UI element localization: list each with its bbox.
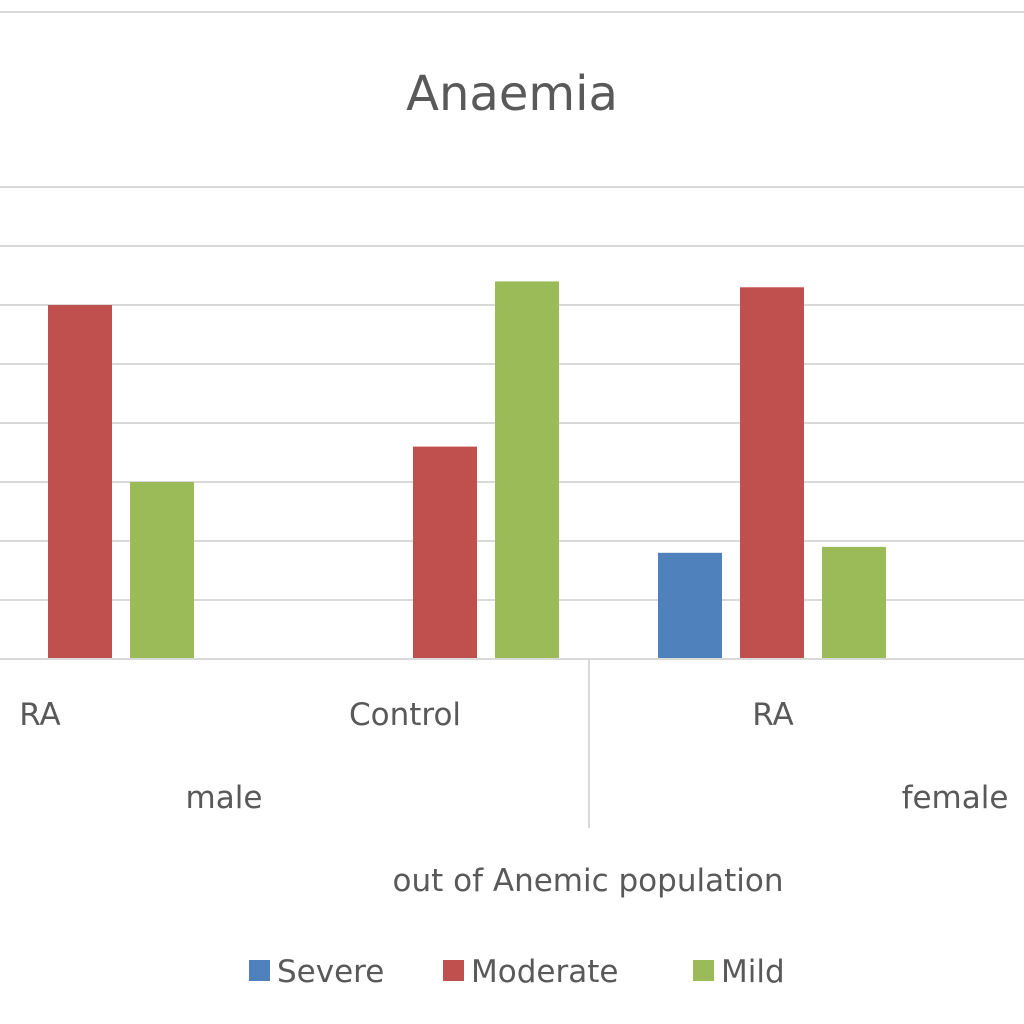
legend-label: Moderate [471, 954, 618, 990]
bar-moderate-0 [48, 305, 112, 659]
category-label: RA [19, 697, 61, 733]
legend-item-mild: Mild [693, 954, 785, 990]
bars [48, 281, 886, 659]
bar-moderate-1 [413, 446, 477, 659]
category-labels: RAControlRAControl [19, 697, 794, 733]
legend: Severe Moderate Mild [249, 954, 785, 990]
bar-mild-2 [822, 546, 886, 659]
bar-moderate-2 [740, 287, 804, 659]
legend-item-severe: Severe [249, 954, 384, 990]
bar-mild-1 [495, 281, 559, 659]
legend-item-moderate: Moderate [443, 954, 618, 990]
bar-mild-0 [130, 482, 194, 659]
category-label: Control [349, 697, 461, 733]
chart-title: Anaemia [406, 66, 618, 122]
group-labels: male female [186, 780, 1009, 816]
legend-swatch [693, 960, 714, 981]
legend-label: Severe [277, 954, 384, 990]
legend-swatch [443, 960, 464, 981]
group-label-female: female [902, 780, 1009, 816]
bar-severe-2 [658, 552, 722, 659]
legend-swatch [249, 960, 270, 981]
legend-label: Mild [721, 954, 785, 990]
group-label-male: male [186, 780, 263, 816]
x-axis-title: out of Anemic population [393, 863, 784, 899]
category-label: RA [752, 697, 794, 733]
